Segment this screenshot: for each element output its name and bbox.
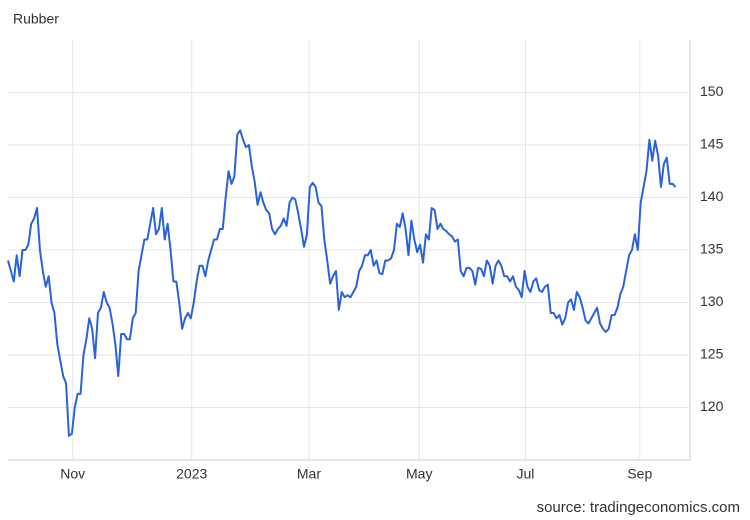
x-tick-label: Jul — [516, 466, 534, 482]
x-tick-label: 2023 — [176, 466, 207, 482]
y-tick-label: 125 — [700, 346, 724, 362]
y-tick-label: 145 — [700, 136, 724, 152]
line — [7, 129, 677, 437]
chart-title: Rubber — [13, 11, 59, 27]
y-tick-label: 135 — [700, 241, 724, 257]
x-tick-label: Nov — [60, 466, 85, 482]
x-tick-label: Sep — [627, 466, 652, 482]
x-tick-label: Mar — [297, 466, 321, 482]
y-tick-label: 140 — [700, 188, 724, 204]
y-tick-label: 150 — [700, 83, 724, 99]
x-tick-label: May — [406, 466, 432, 482]
y-tick-label: 130 — [700, 293, 724, 309]
source: source: tradingeconomics.com — [537, 499, 740, 516]
y-tick-label: 120 — [700, 398, 724, 414]
